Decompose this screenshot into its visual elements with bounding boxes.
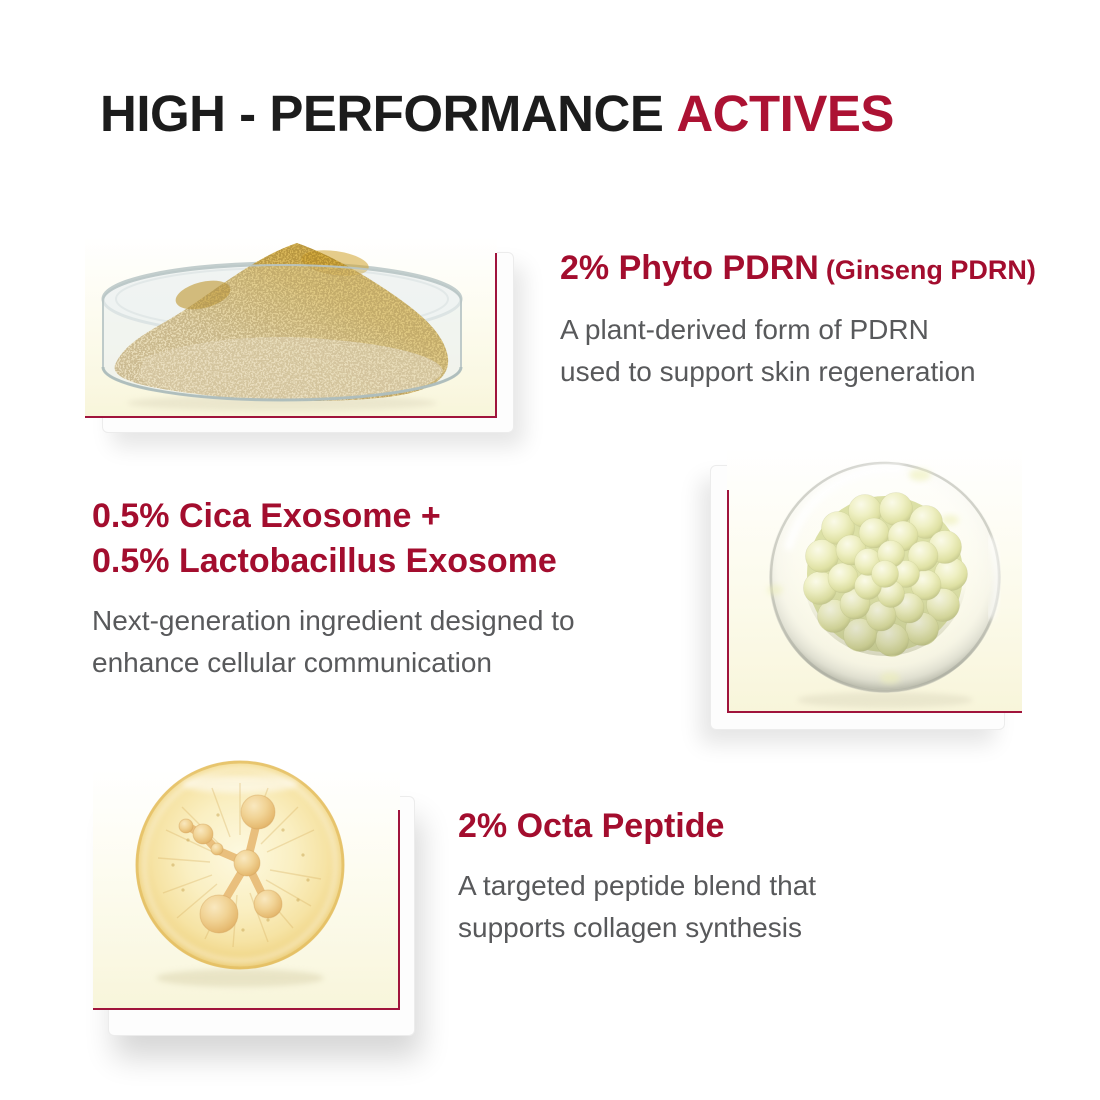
photo-panel-octa-peptide <box>93 760 415 1036</box>
body-line: A plant-derived form of PDRN <box>560 314 929 345</box>
section-octa-peptide-text: 2% Octa Peptide A targeted peptide blend… <box>458 804 958 949</box>
section-body: A plant-derived form of PDRN used to supp… <box>560 309 1060 393</box>
body-line: used to support skin regeneration <box>560 356 976 387</box>
section-phyto-pdrn-text: 2% Phyto PDRN (Ginseng PDRN) A plant-deri… <box>560 246 1060 393</box>
heading-sub: (Ginseng PDRN) <box>825 255 1036 285</box>
photo-surface <box>727 448 1022 713</box>
ginseng-powder-petri-dish-image <box>101 243 463 411</box>
body-line: Next-generation ingredient designed to <box>92 605 575 636</box>
page-title-black: HIGH - PERFORMANCE <box>100 85 664 142</box>
section-body: Next-generation ingredient designed to en… <box>92 600 692 684</box>
heading-main: 2% Octa Peptide <box>458 807 725 845</box>
body-line: supports collagen synthesis <box>458 912 802 943</box>
page-title: HIGH - PERFORMANCE ACTIVES <box>100 84 894 143</box>
body-line: A targeted peptide blend that <box>458 870 817 901</box>
section-heading: 2% Octa Peptide <box>458 804 958 849</box>
section-body: A targeted peptide blend that supports co… <box>458 865 958 949</box>
section-heading: 2% Phyto PDRN (Ginseng PDRN) <box>560 246 1060 293</box>
heading-line: 0.5% Lactobacillus Exosome <box>92 542 557 580</box>
section-exosome-text: 0.5% Cica Exosome + 0.5% Lactobacillus Ex… <box>92 494 692 684</box>
heading-main: 2% Phyto PDRN <box>560 249 819 287</box>
peptide-molecule <box>178 794 283 934</box>
photo-surface <box>85 237 497 418</box>
section-heading: 0.5% Cica Exosome + 0.5% Lactobacillus Ex… <box>92 494 692 584</box>
photo-panel-phyto-pdrn <box>85 237 514 433</box>
exosome-cluster <box>803 492 968 657</box>
photo-surface <box>93 760 400 1010</box>
page-title-accent: ACTIVES <box>676 85 894 142</box>
body-line: enhance cellular communication <box>92 647 492 678</box>
peptide-droplet-image <box>135 760 345 987</box>
photo-panel-exosome <box>710 448 1022 730</box>
heading-line: 0.5% Cica Exosome + <box>92 497 441 535</box>
exosome-bubble-image <box>767 461 1001 708</box>
